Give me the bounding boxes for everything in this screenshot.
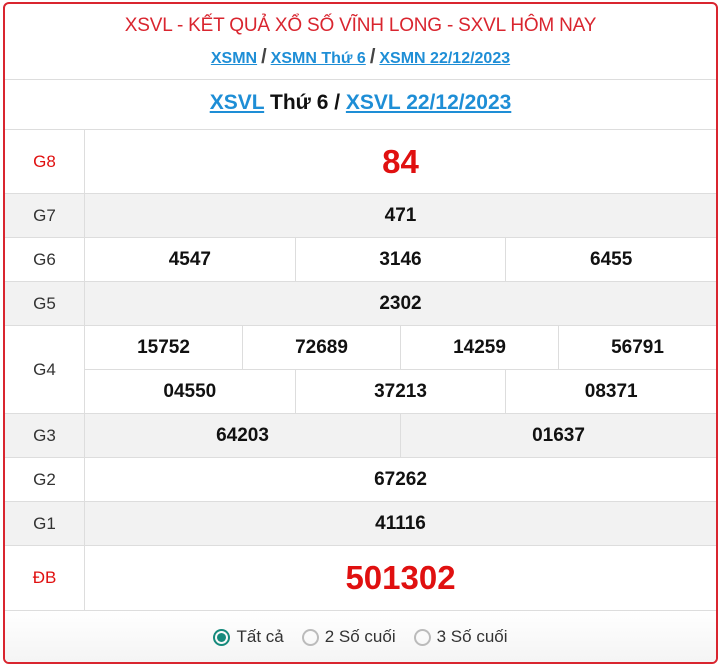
prize-number: 08371	[505, 370, 716, 413]
prize-row-g1: G1 41116	[5, 502, 716, 546]
prize-number: 64203	[216, 424, 269, 446]
prize-row-g4: G4 15752 72689 14259 56791 04550 37213 08371	[5, 326, 716, 414]
filter-option-1[interactable]: 2 Số cuối	[301, 627, 396, 647]
prize-label: G7	[5, 194, 85, 237]
filter-option-0[interactable]: Tất cả	[213, 627, 284, 647]
prize-number: 01637	[400, 414, 716, 457]
filter-option-label: Tất cả	[236, 627, 284, 646]
prize-label: G4	[5, 326, 85, 413]
prize-number: 471	[384, 204, 417, 226]
prize-number: 84	[382, 142, 419, 180]
breadcrumb-xsmn[interactable]: XSMN	[210, 50, 258, 67]
prize-number: 3146	[294, 238, 506, 281]
radio-button[interactable]	[413, 628, 431, 646]
prize-number: 6455	[505, 238, 716, 281]
prize-row-g6: G6 4547 3146 6455	[5, 238, 716, 282]
prize-number: 501302	[345, 559, 456, 596]
prize-number: 4547	[168, 248, 211, 270]
xsvl-link[interactable]: XSVL	[209, 91, 265, 114]
prize-number: 41116	[375, 512, 426, 534]
prize-number: 37213	[294, 370, 506, 413]
prize-row-g8: G8 84	[5, 130, 716, 194]
prize-label: G8	[5, 130, 85, 193]
prize-number: 14259	[400, 326, 558, 369]
prize-row-g2: G2 67262	[5, 458, 716, 502]
prize-label: ĐB	[5, 546, 85, 610]
prize-row-g3: G3 64203 01637	[5, 414, 716, 458]
breadcrumb-separator: /	[261, 46, 267, 68]
prize-number: 67262	[374, 468, 427, 490]
breadcrumb-xsmn-thu6[interactable]: XSMN Thứ 6	[270, 50, 366, 67]
prize-label: G5	[5, 282, 85, 325]
header: XSVL - KẾT QUẢ XỔ SỐ VĨNH LONG - SXVL HÔ…	[5, 4, 716, 80]
page-title: XSVL - KẾT QUẢ XỔ SỐ VĨNH LONG - SXVL HÔ…	[124, 15, 597, 36]
breadcrumb: XSMN / XSMN Thứ 6/XSMN 22/12/2023	[5, 46, 716, 69]
prize-number: 04550	[163, 380, 217, 402]
radio-button[interactable]	[301, 628, 319, 646]
breadcrumb-xsmn-date[interactable]: XSMN 22/12/2023	[379, 50, 511, 67]
prize-row-g7: G7 471	[5, 194, 716, 238]
results-title: XSVL Thứ 6 / XSVL 22/12/2023	[5, 80, 716, 130]
xsvl-date-link[interactable]: XSVL 22/12/2023	[345, 91, 512, 114]
prize-label: G3	[5, 414, 85, 457]
filter-option-label: 2 Số cuối	[324, 627, 396, 646]
prize-label: G1	[5, 502, 85, 545]
prize-number: 72689	[242, 326, 400, 369]
filter-option-label: 3 Số cuối	[436, 627, 508, 646]
digit-filter: Tất cả 2 Số cuối 3 Số cuối	[5, 611, 716, 662]
prize-number: 56791	[558, 326, 716, 369]
prize-number: 15752	[137, 336, 190, 358]
prize-row-đb: ĐB 501302	[5, 546, 716, 611]
filter-option-2[interactable]: 3 Số cuối	[413, 627, 508, 647]
radio-button[interactable]	[213, 628, 231, 646]
prize-row-g5: G5 2302	[5, 282, 716, 326]
title-weekday: Thứ 6 /	[264, 91, 346, 114]
prize-label: G2	[5, 458, 85, 501]
results-panel: XSVL - KẾT QUẢ XỔ SỐ VĨNH LONG - SXVL HÔ…	[3, 2, 718, 664]
prize-label: G6	[5, 238, 85, 281]
prize-number: 2302	[379, 292, 422, 314]
breadcrumb-separator: /	[369, 46, 376, 68]
